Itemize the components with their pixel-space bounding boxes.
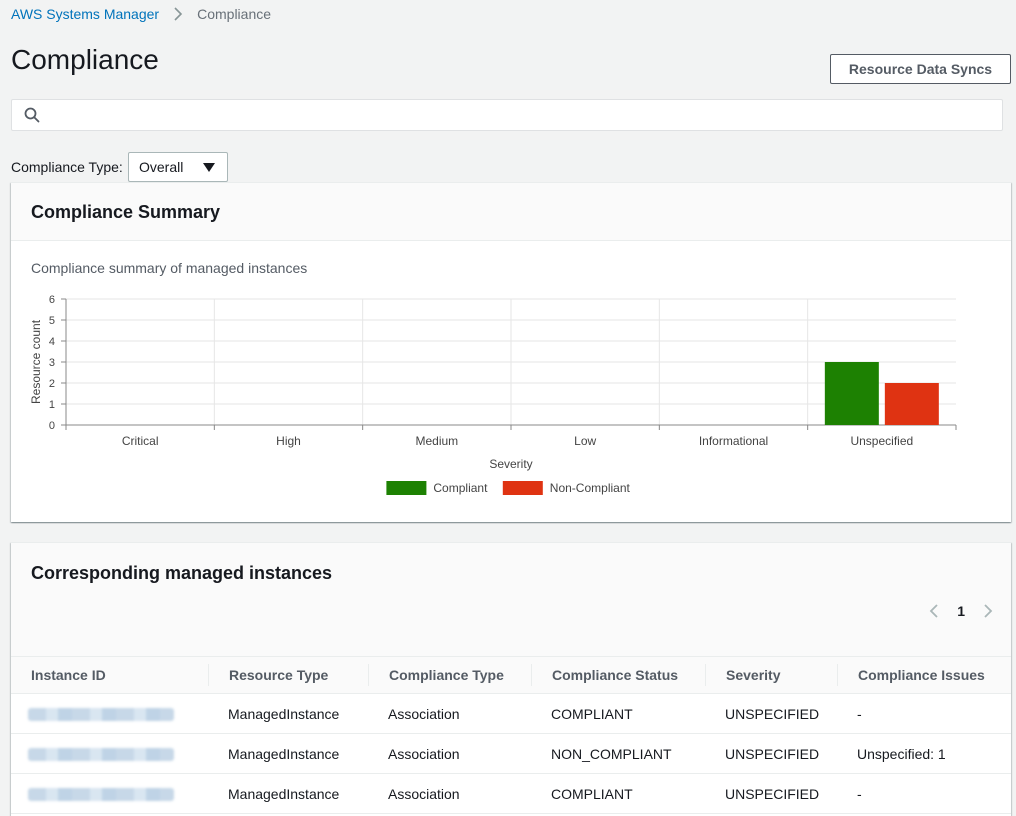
compliance-issues-cell: - bbox=[837, 773, 1011, 814]
severity-cell: UNSPECIFIED bbox=[705, 733, 837, 774]
severity-cell: UNSPECIFIED bbox=[705, 693, 837, 734]
instance-id-cell[interactable] bbox=[11, 733, 208, 774]
y-tick-label: 0 bbox=[49, 420, 55, 432]
managed-instances-title: Corresponding managed instances bbox=[31, 563, 333, 583]
column-header-compliance-issues[interactable]: Compliance Issues bbox=[837, 656, 1011, 694]
column-header-compliance-status[interactable]: Compliance Status bbox=[531, 656, 705, 694]
bar-non-compliant bbox=[884, 383, 939, 425]
managed-instances-header: Corresponding managed instances 1 bbox=[11, 543, 1011, 656]
instance-id-cell[interactable] bbox=[11, 693, 208, 734]
x-tick-label: Informational bbox=[699, 434, 768, 448]
redacted-instance-id[interactable] bbox=[28, 788, 174, 802]
resource-type-cell: ManagedInstance bbox=[208, 733, 368, 774]
y-tick-label: 2 bbox=[49, 378, 55, 390]
managed-instances-panel: Corresponding managed instances 1 Instan… bbox=[11, 542, 1011, 816]
compliance-summary-header: Compliance Summary bbox=[11, 183, 1011, 241]
x-tick-label: Medium bbox=[415, 434, 458, 448]
legend-swatch-non-compliant bbox=[502, 481, 543, 495]
chevron-right-icon[interactable] bbox=[981, 604, 995, 618]
table-row: ManagedInstance Association COMPLIANT UN… bbox=[11, 693, 1011, 734]
compliance-type-cell: Association bbox=[368, 693, 531, 734]
chart-caption: Compliance summary of managed instances bbox=[31, 260, 308, 276]
severity-cell: UNSPECIFIED bbox=[705, 773, 837, 814]
legend-label: Compliant bbox=[433, 481, 488, 495]
column-header-resource-type[interactable]: Resource Type bbox=[208, 656, 368, 694]
table-row: ManagedInstance Association COMPLIANT UN… bbox=[11, 773, 1011, 814]
managed-instances-table: Instance ID Resource Type Compliance Typ… bbox=[11, 656, 1011, 814]
search-bar[interactable] bbox=[11, 99, 1003, 131]
search-icon bbox=[24, 107, 40, 123]
redacted-instance-id[interactable] bbox=[28, 748, 174, 762]
y-tick-label: 1 bbox=[49, 399, 55, 411]
breadcrumb: AWS Systems Manager Compliance bbox=[11, 6, 271, 22]
compliance-summary-panel: Compliance Summary Compliance summary of… bbox=[11, 182, 1011, 522]
x-tick-label: Low bbox=[574, 434, 596, 448]
chevron-left-icon[interactable] bbox=[927, 604, 941, 618]
compliance-type-selected: Overall bbox=[139, 159, 184, 175]
y-tick-label: 3 bbox=[49, 357, 55, 369]
column-header-severity[interactable]: Severity bbox=[705, 656, 837, 694]
compliance-status-cell: COMPLIANT bbox=[531, 693, 705, 734]
y-tick-label: 6 bbox=[49, 294, 55, 306]
compliance-type-cell: Association bbox=[368, 733, 531, 774]
y-axis-label: Resource count bbox=[29, 319, 43, 404]
compliance-status-cell: NON_COMPLIANT bbox=[531, 733, 705, 774]
column-header-instance-id[interactable]: Instance ID bbox=[11, 656, 208, 694]
page-title: Compliance bbox=[11, 44, 159, 75]
legend-label: Non-Compliant bbox=[550, 481, 631, 495]
x-axis-label: Severity bbox=[489, 457, 532, 471]
chevron-right-icon bbox=[171, 7, 185, 21]
y-tick-label: 5 bbox=[49, 315, 55, 327]
column-header-compliance-type[interactable]: Compliance Type bbox=[368, 656, 531, 694]
pagination: 1 bbox=[927, 603, 995, 619]
search-input[interactable] bbox=[46, 100, 1002, 130]
current-page-number[interactable]: 1 bbox=[957, 603, 965, 619]
resource-type-cell: ManagedInstance bbox=[208, 693, 368, 734]
compliance-type-select[interactable]: Overall bbox=[128, 152, 228, 182]
bar-compliant bbox=[824, 362, 879, 425]
resource-type-cell: ManagedInstance bbox=[208, 773, 368, 814]
x-tick-label: Unspecified bbox=[850, 434, 913, 448]
table-header-row: Instance ID Resource Type Compliance Typ… bbox=[11, 656, 1011, 694]
compliance-issues-cell: Unspecified: 1 bbox=[837, 733, 1011, 774]
breadcrumb-systems-manager-link[interactable]: AWS Systems Manager bbox=[11, 6, 160, 22]
compliance-type-cell: Association bbox=[368, 773, 531, 814]
redacted-instance-id[interactable] bbox=[28, 708, 174, 722]
compliance-issues-cell: - bbox=[837, 693, 1011, 734]
compliance-status-cell: COMPLIANT bbox=[531, 773, 705, 814]
y-tick-label: 4 bbox=[49, 336, 55, 348]
caret-down-icon bbox=[203, 162, 215, 172]
compliance-summary-title: Compliance Summary bbox=[31, 202, 221, 222]
table-row: ManagedInstance Association NON_COMPLIAN… bbox=[11, 733, 1011, 774]
resource-data-syncs-button[interactable]: Resource Data Syncs bbox=[830, 54, 1011, 84]
legend-swatch-compliant bbox=[386, 481, 427, 495]
x-tick-label: Critical bbox=[122, 434, 159, 448]
instance-id-cell[interactable] bbox=[11, 773, 208, 814]
x-tick-label: High bbox=[276, 434, 301, 448]
breadcrumb-current: Compliance bbox=[197, 6, 272, 22]
compliance-bar-chart: 0 1 2 3 4 5 6 Critical High Medium Low Informationa… bbox=[29, 294, 957, 495]
compliance-type-label: Compliance Type: bbox=[11, 159, 123, 175]
